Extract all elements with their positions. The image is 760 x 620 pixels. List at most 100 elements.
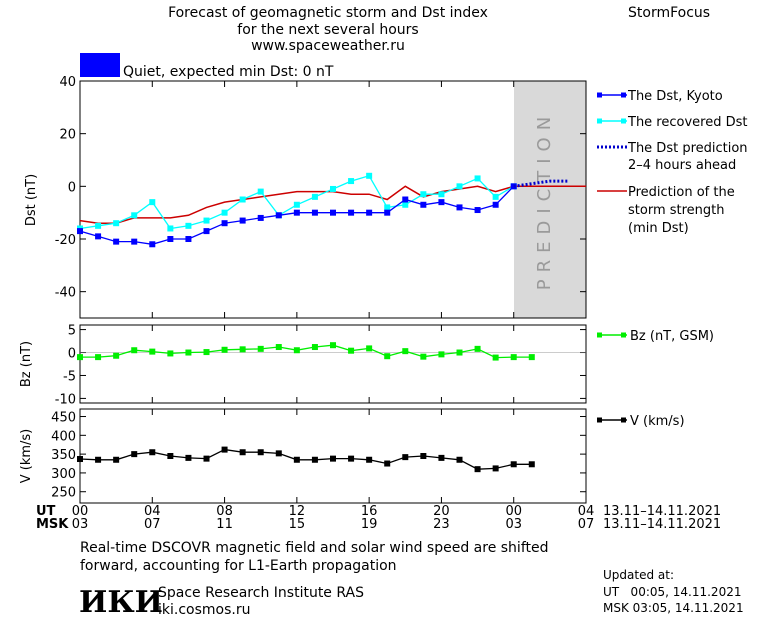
legend: The Dst, Kyoto The recovered Dst The Dst…	[597, 89, 748, 429]
bz-point	[438, 351, 445, 358]
recovered-dst-point	[239, 196, 246, 203]
legend-marker-recovered-left	[597, 118, 602, 124]
dst-kyoto-point	[492, 201, 499, 208]
dst-ytick-label: 20	[59, 128, 76, 143]
msk-tick-label: 03	[72, 517, 89, 532]
bz-point	[149, 348, 156, 355]
dst-kyoto-point	[293, 209, 300, 216]
msk-tick-labels: 03 07 11 15 19 23 03 07	[72, 517, 595, 532]
msk-tick-label: 03	[505, 517, 522, 532]
msk-axis-label: MSK	[36, 517, 69, 532]
dst-kyoto-point	[456, 204, 463, 211]
legend-marker-bz-right	[621, 332, 626, 338]
recovered-dst-point	[131, 212, 138, 219]
bz-plot-frame	[79, 324, 587, 404]
v-panel: 450 400 350 300 250 V (km/s)	[19, 408, 587, 504]
solar-wind-speed-point	[221, 446, 228, 453]
dst-kyoto-point	[384, 209, 391, 216]
recovered-dst-point	[203, 217, 210, 224]
legend-label-prediction-line1: The Dst prediction	[627, 141, 748, 156]
dst-kyoto-point	[348, 209, 355, 216]
solar-wind-speed-point	[402, 454, 409, 461]
bz-point	[167, 350, 174, 357]
bz-point	[77, 354, 83, 361]
v-ytick-label: 350	[51, 448, 76, 463]
solar-wind-speed-point	[330, 455, 336, 462]
bz-y-axis-label: Bz (nT)	[19, 341, 34, 387]
chart-title-line1: Forecast of geomagnetic storm and Dst in…	[168, 5, 488, 21]
solar-wind-speed-point	[239, 449, 246, 456]
bz-point	[113, 352, 120, 359]
msk-tick-label: 07	[144, 517, 161, 532]
footer-note-line2: forward, accounting for L1-Earth propaga…	[80, 558, 397, 574]
dst-x-ticks	[79, 81, 587, 318]
legend-label-v: V (km/s)	[630, 414, 685, 429]
recovered-dst-point	[402, 201, 409, 208]
solar-wind-speed-point	[257, 449, 264, 456]
bz-point	[456, 349, 463, 356]
bz-point	[402, 348, 409, 355]
solar-wind-speed-point	[348, 455, 355, 462]
dst-kyoto-point	[203, 228, 210, 235]
msk-tick-label: 11	[216, 517, 233, 532]
v-ytick-label: 300	[51, 467, 76, 482]
dst-kyoto-point	[221, 220, 228, 227]
bz-point	[474, 345, 481, 352]
recovered-dst-point	[185, 222, 192, 229]
solar-wind-speed-point	[311, 456, 318, 463]
dst-ytick-label: -40	[55, 286, 76, 301]
legend-label-recovered: The recovered Dst	[627, 115, 747, 130]
updated-ut: UT 00:05, 14.11.2021	[603, 585, 741, 599]
msk-date-range: 13.11–14.11.2021	[603, 517, 721, 532]
ut-tick-label: 08	[216, 504, 233, 519]
bz-point	[95, 354, 102, 361]
recovered-dst-point	[456, 183, 463, 190]
solar-wind-speed-point	[366, 456, 373, 463]
legend-item-storm: Prediction of the storm strength (min Ds…	[597, 185, 735, 236]
updated-label: Updated at:	[603, 568, 674, 582]
recovered-dst-point	[113, 220, 120, 227]
dst-kyoto-point	[257, 214, 264, 221]
ut-tick-label: 04	[578, 504, 595, 519]
dst-prediction-line	[513, 179, 568, 188]
recovered-dst-point	[474, 175, 481, 182]
solar-wind-speed-point	[420, 453, 427, 459]
bz-ytick-label: 5	[68, 324, 76, 339]
ut-tick-label: 00	[72, 504, 89, 519]
recovered-dst-point	[149, 199, 156, 206]
dst-kyoto-point	[275, 212, 282, 219]
ut-tick-label: 16	[361, 504, 378, 519]
legend-marker-dst-kyoto-right	[621, 92, 626, 98]
dst-kyoto-point	[239, 217, 246, 224]
ut-tick-label: 00	[505, 504, 522, 519]
bz-ytick-label: -10	[55, 392, 76, 407]
status-label: Quiet, expected min Dst: 0 nT	[123, 64, 334, 80]
footer-note-line1: Real-time DSCOVR magnetic field and sola…	[80, 540, 549, 556]
legend-marker-bz-left	[597, 332, 602, 338]
legend-item-bz: Bz (nT, GSM)	[597, 329, 714, 344]
v-y-axis-label: V (km/s)	[19, 429, 34, 484]
bz-point	[221, 346, 228, 353]
recovered-dst-point	[293, 201, 300, 208]
dst-kyoto-point	[366, 209, 373, 216]
dst-kyoto-point	[167, 236, 174, 242]
ut-tick-labels: 00 04 08 12 16 20 00 04	[72, 504, 595, 519]
recovered-dst-point	[221, 209, 228, 216]
solar-wind-speed-point	[492, 465, 499, 472]
dst-plot-frame	[79, 80, 587, 319]
bz-x-ticks	[79, 325, 587, 403]
ut-tick-label: 20	[433, 504, 450, 519]
solar-wind-speed-point	[293, 456, 300, 463]
dst-kyoto-point	[420, 201, 427, 208]
v-plot-frame	[79, 408, 587, 504]
msk-tick-label: 19	[361, 517, 378, 532]
bz-line	[80, 344, 532, 359]
recovered-dst-point	[330, 185, 336, 192]
legend-label-bz: Bz (nT, GSM)	[630, 329, 714, 344]
legend-label-dst-kyoto: The Dst, Kyoto	[627, 89, 723, 104]
solar-wind-speed-point	[203, 455, 210, 462]
dst-panel: PREDICTION 40 20 0 -20 -40 Dst (nT)	[24, 75, 587, 319]
ut-axis-label: UT	[36, 504, 56, 519]
dst-kyoto-point	[474, 207, 481, 214]
